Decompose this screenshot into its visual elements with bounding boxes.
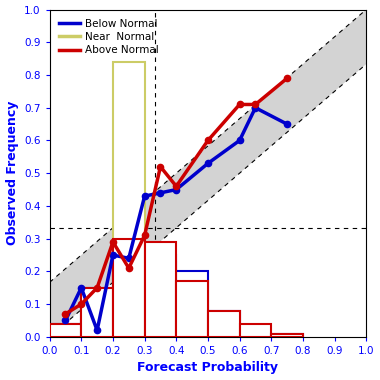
Bar xyxy=(239,324,271,337)
Bar xyxy=(239,334,271,337)
Bar xyxy=(271,334,303,337)
Bar xyxy=(145,255,176,337)
Bar xyxy=(50,324,81,337)
Bar xyxy=(145,242,176,337)
Polygon shape xyxy=(50,10,366,337)
Bar xyxy=(81,288,113,337)
X-axis label: Forecast Probability: Forecast Probability xyxy=(138,361,279,374)
Bar xyxy=(271,334,303,337)
Bar xyxy=(176,271,208,337)
Bar xyxy=(50,324,81,337)
Bar xyxy=(113,255,145,337)
Bar xyxy=(113,239,145,337)
Bar xyxy=(81,294,113,337)
Bar xyxy=(208,311,239,337)
Bar xyxy=(208,311,239,337)
Y-axis label: Observed Frequency: Observed Frequency xyxy=(6,101,19,245)
Bar xyxy=(176,281,208,337)
Bar xyxy=(145,261,176,337)
Legend: Below Normal, Near  Normal, Above Normal: Below Normal, Near Normal, Above Normal xyxy=(55,15,163,59)
Bar xyxy=(113,62,145,337)
Bar xyxy=(81,288,113,337)
